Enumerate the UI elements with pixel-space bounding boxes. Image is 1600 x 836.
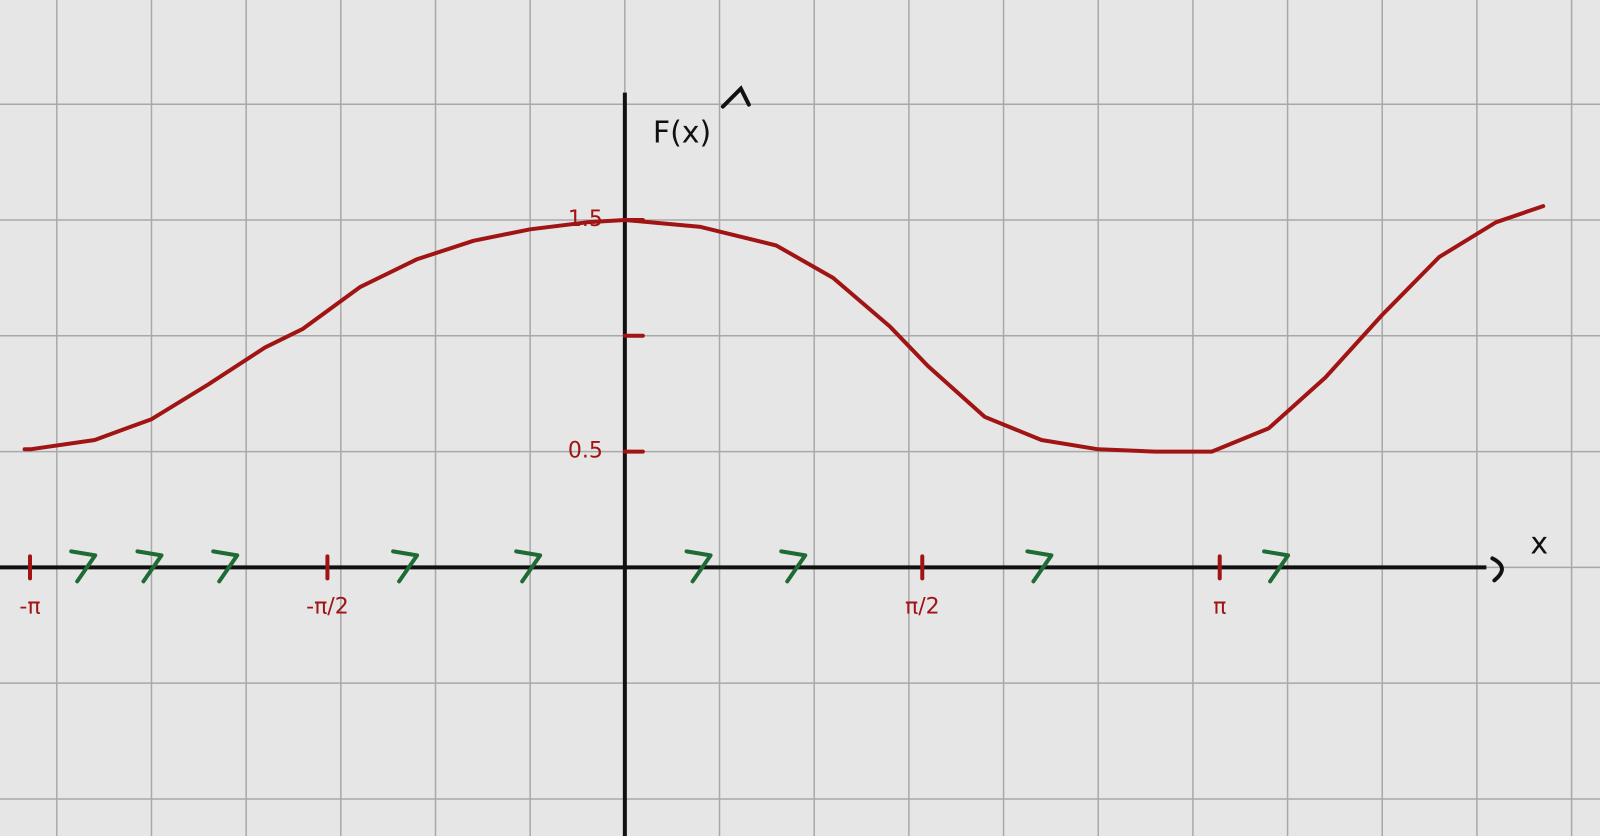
direction-arrow <box>779 549 808 584</box>
y-axis-label: F(x) <box>653 116 711 151</box>
direction-arrow <box>684 549 713 584</box>
direction-arrow <box>135 549 164 584</box>
x-tick-label: -π/2 <box>306 594 349 619</box>
direction-arrow <box>514 549 543 584</box>
direction-arrow <box>69 549 98 584</box>
direction-arrow <box>1025 549 1054 584</box>
y-axis-arrowhead <box>720 85 751 109</box>
x-tick-label: π <box>1213 594 1226 619</box>
flow-direction-arrows <box>69 549 1291 584</box>
x-axis-arrowhead <box>1490 556 1504 583</box>
direction-arrow <box>391 549 420 584</box>
x-axis-label: x <box>1530 526 1548 561</box>
y-ticks: 0.5 1.5 <box>568 207 645 464</box>
x-ticks: -π -π/2 π/2 π <box>19 554 1226 619</box>
direction-arrow <box>211 549 240 584</box>
x-tick-label: π/2 <box>905 594 940 619</box>
direction-arrow <box>1262 549 1291 584</box>
series-line <box>22 204 1546 454</box>
y-tick-label: 1.5 <box>568 207 603 232</box>
y-tick-label: 0.5 <box>568 439 603 464</box>
x-tick-label: -π <box>19 594 40 619</box>
axes <box>0 85 1504 836</box>
